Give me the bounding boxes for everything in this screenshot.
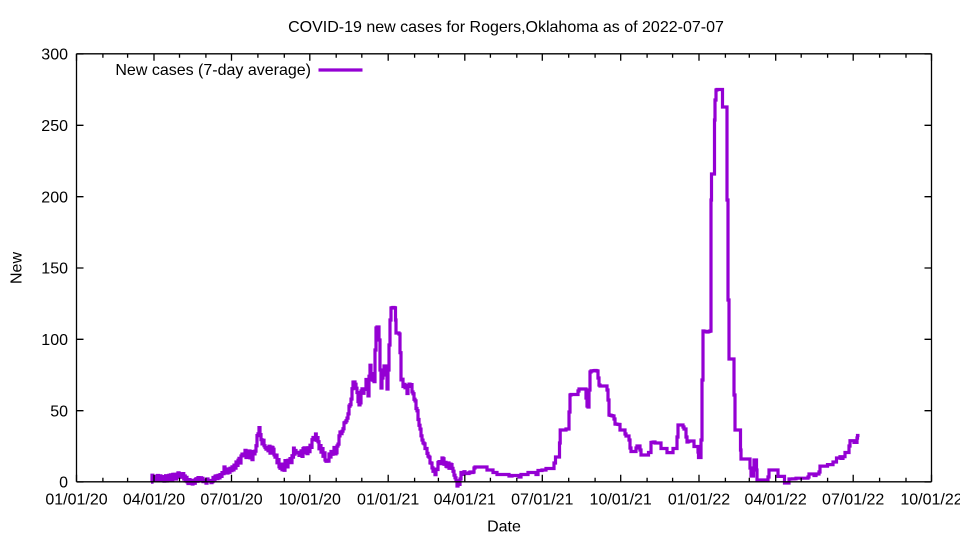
- svg-text:0: 0: [59, 475, 68, 492]
- svg-text:07/01/21: 07/01/21: [511, 492, 573, 509]
- svg-text:COVID-19 new cases for Rogers,: COVID-19 new cases for Rogers,Oklahoma a…: [288, 19, 724, 36]
- svg-text:150: 150: [41, 261, 68, 278]
- svg-text:07/01/22: 07/01/22: [822, 492, 884, 509]
- svg-text:250: 250: [41, 118, 68, 135]
- svg-text:04/01/20: 04/01/20: [123, 492, 185, 509]
- svg-text:10/01/22: 10/01/22: [900, 492, 960, 509]
- svg-text:200: 200: [41, 189, 68, 206]
- svg-text:10/01/20: 10/01/20: [279, 492, 341, 509]
- svg-text:50: 50: [50, 403, 68, 420]
- svg-text:New cases (7-day average): New cases (7-day average): [115, 62, 311, 79]
- svg-text:01/01/21: 01/01/21: [357, 492, 419, 509]
- svg-text:300: 300: [41, 47, 68, 64]
- svg-text:100: 100: [41, 332, 68, 349]
- svg-text:Date: Date: [487, 519, 521, 536]
- svg-text:New: New: [9, 252, 26, 284]
- svg-text:04/01/21: 04/01/21: [434, 492, 496, 509]
- svg-text:07/01/20: 07/01/20: [200, 492, 262, 509]
- svg-text:01/01/20: 01/01/20: [45, 492, 107, 509]
- svg-text:04/01/22: 04/01/22: [745, 492, 807, 509]
- svg-text:01/01/22: 01/01/22: [668, 492, 730, 509]
- svg-text:10/01/21: 10/01/21: [590, 492, 652, 509]
